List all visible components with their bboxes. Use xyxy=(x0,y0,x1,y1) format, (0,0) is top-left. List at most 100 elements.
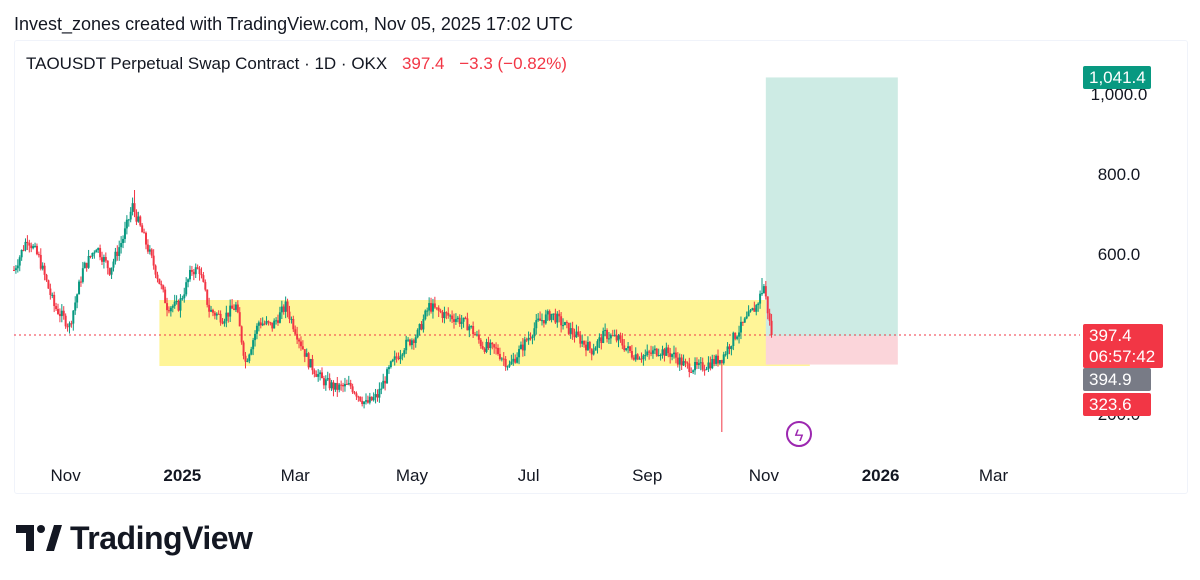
candle xyxy=(699,356,702,371)
candle xyxy=(265,316,268,326)
time-axis-label: Nov xyxy=(749,466,780,485)
time-axis-label: Mar xyxy=(979,466,1009,485)
candle xyxy=(533,322,536,341)
candle xyxy=(372,392,375,402)
candle xyxy=(410,338,413,350)
candle xyxy=(278,306,281,324)
candle xyxy=(464,316,467,320)
candle xyxy=(91,252,94,259)
candle xyxy=(531,334,534,345)
candle xyxy=(657,348,660,357)
candle xyxy=(694,357,697,375)
candle xyxy=(315,370,318,378)
candle xyxy=(365,393,367,405)
candle xyxy=(210,305,213,313)
candle xyxy=(722,351,725,365)
candle xyxy=(697,359,700,369)
candle xyxy=(598,333,601,349)
candle xyxy=(49,283,52,300)
candle xyxy=(233,304,235,311)
candle xyxy=(416,328,419,339)
candle xyxy=(466,312,469,331)
candle xyxy=(160,280,163,290)
candle xyxy=(20,249,23,261)
candle xyxy=(78,279,81,295)
candle xyxy=(420,321,423,331)
candle xyxy=(682,354,685,367)
candle xyxy=(474,332,477,336)
candle xyxy=(288,305,291,324)
candle xyxy=(567,322,570,336)
candle xyxy=(667,344,670,358)
candle xyxy=(208,297,211,318)
candle xyxy=(623,339,626,352)
candle xyxy=(152,249,155,270)
candle xyxy=(674,347,677,364)
candle xyxy=(206,289,209,308)
candle xyxy=(676,352,679,368)
candle xyxy=(37,251,40,258)
candle xyxy=(215,312,218,320)
candle xyxy=(127,218,130,227)
symbol-legend[interactable]: TAOUSDT Perpetual Swap Contract · 1D · O… xyxy=(26,54,567,74)
candle xyxy=(34,242,37,248)
candle xyxy=(611,329,614,337)
long-position-stop-zone[interactable] xyxy=(765,336,898,365)
candle xyxy=(70,320,73,328)
candle xyxy=(194,263,197,279)
long-position-target-zone[interactable] xyxy=(765,77,898,337)
candle xyxy=(221,317,224,325)
candle xyxy=(479,338,482,349)
candle xyxy=(617,334,620,348)
candle xyxy=(376,389,379,402)
candle xyxy=(734,332,737,341)
candle xyxy=(686,361,689,369)
candle xyxy=(217,310,220,315)
candle xyxy=(562,318,565,330)
candle xyxy=(395,352,398,363)
candle xyxy=(405,335,408,354)
candle xyxy=(736,335,739,341)
candle xyxy=(183,287,186,303)
candle xyxy=(120,236,123,254)
candle xyxy=(129,207,132,223)
sideways-range-zone[interactable] xyxy=(159,300,810,366)
candle xyxy=(678,353,681,371)
candle xyxy=(47,279,50,289)
last-price-badge-value: 397.4 xyxy=(1089,326,1132,345)
candle xyxy=(512,352,515,366)
symbol-title[interactable]: TAOUSDT Perpetual Swap Contract · 1D · O… xyxy=(26,54,388,73)
candle xyxy=(454,313,457,325)
time-axis-label: Sep xyxy=(632,466,662,485)
candle xyxy=(116,245,119,261)
candle xyxy=(97,247,100,253)
lightning-icon[interactable]: ϟ xyxy=(786,421,812,447)
candle xyxy=(673,345,675,359)
drawing-layer xyxy=(159,77,898,366)
candle xyxy=(510,354,513,365)
candle xyxy=(644,349,647,361)
candle xyxy=(596,339,599,354)
candle xyxy=(613,329,616,337)
candle xyxy=(634,347,637,362)
candle xyxy=(602,327,605,344)
candle xyxy=(514,354,517,364)
candle xyxy=(537,313,540,322)
bar-countdown: 06:57:42 xyxy=(1089,347,1156,366)
price-axis-label: 1,000.0 xyxy=(1091,85,1148,104)
candle xyxy=(539,311,542,321)
candle xyxy=(571,321,574,340)
candle xyxy=(167,306,170,314)
candle xyxy=(581,334,584,348)
candle xyxy=(640,352,643,363)
candle xyxy=(106,260,109,275)
candle xyxy=(695,357,698,370)
candle xyxy=(254,330,257,347)
candle xyxy=(177,299,180,312)
candle xyxy=(506,365,509,371)
candle xyxy=(359,396,362,403)
candle xyxy=(261,317,264,327)
candle xyxy=(759,290,762,309)
candle xyxy=(489,339,492,356)
